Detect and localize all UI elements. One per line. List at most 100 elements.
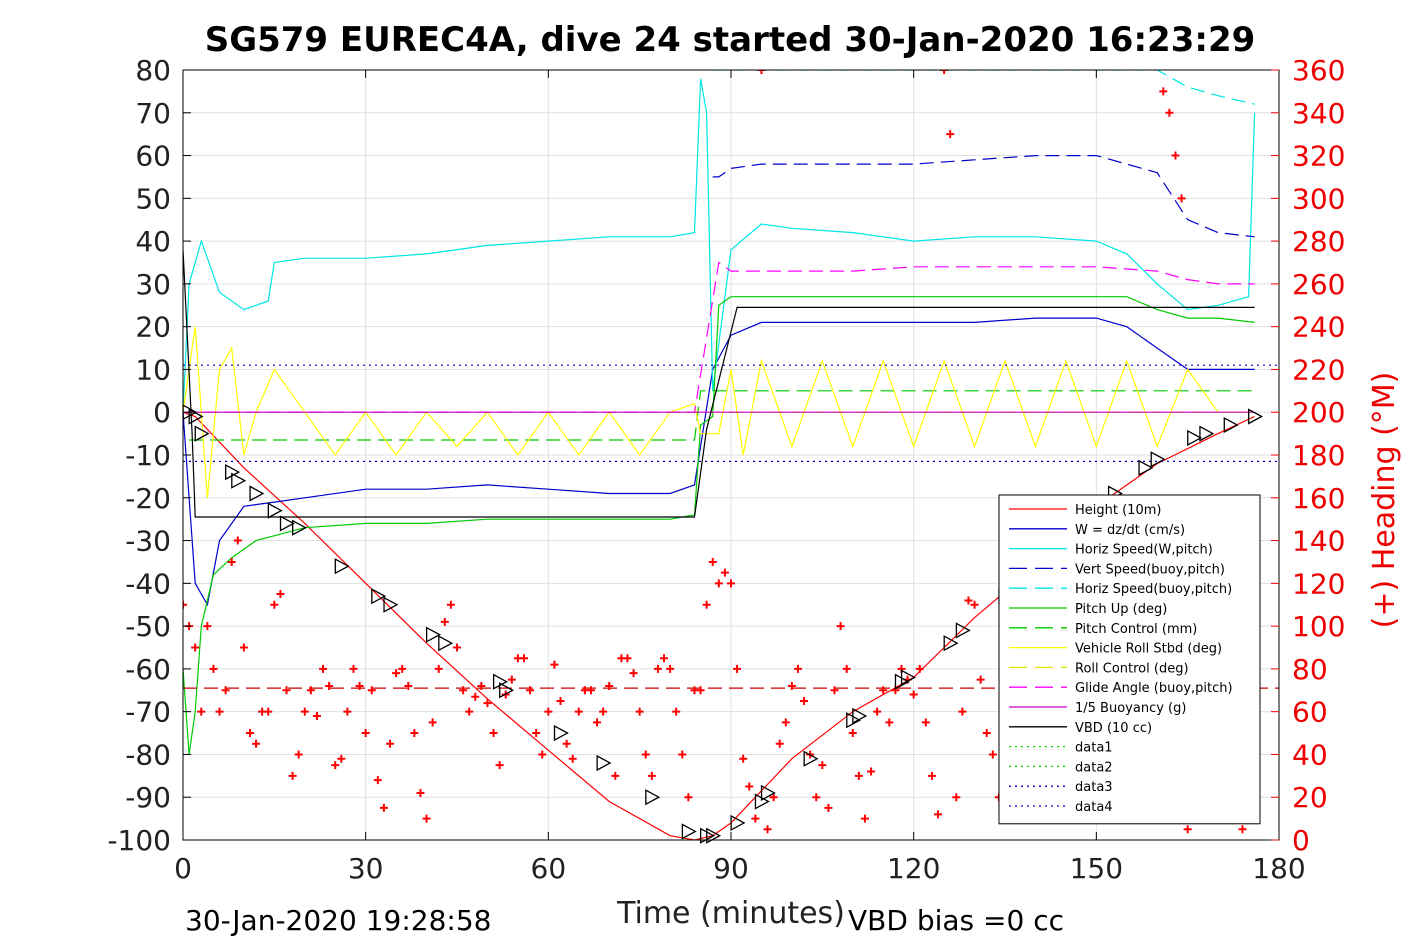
heading-point	[428, 718, 437, 727]
heading-point	[404, 682, 413, 690]
heading-point	[867, 767, 876, 776]
series-line	[183, 249, 1255, 518]
heading-point	[221, 686, 230, 695]
heading-point	[678, 750, 687, 759]
heading-point	[660, 654, 669, 663]
height-marker	[499, 682, 515, 699]
heading-point	[209, 664, 218, 673]
heading-point	[593, 718, 602, 727]
heading-point	[970, 600, 979, 609]
heading-point	[526, 686, 535, 695]
heading-point	[507, 675, 516, 684]
heading-point	[183, 600, 187, 609]
height-marker	[334, 558, 350, 575]
heading-point	[1165, 108, 1174, 117]
height-marker	[194, 425, 210, 442]
height-marker	[1199, 425, 1215, 442]
right-y-tick-label: 360	[1292, 54, 1345, 87]
heading-point	[915, 664, 924, 673]
heading-point	[270, 600, 279, 609]
heading-point	[453, 643, 461, 652]
height-marker	[955, 622, 971, 639]
heading-point	[282, 686, 291, 695]
heading-point	[343, 707, 352, 716]
heading-point	[398, 664, 407, 673]
heading-point	[824, 803, 833, 812]
heading-point	[355, 682, 364, 690]
height-marker	[681, 823, 697, 840]
heading-point	[264, 707, 273, 716]
heading-point	[909, 690, 918, 699]
height-marker	[553, 724, 569, 742]
heading-point	[781, 718, 790, 727]
heading-point	[641, 750, 650, 759]
height-marker	[596, 754, 612, 772]
legend-label: VBD (10 cc)	[1075, 721, 1152, 736]
heading-point	[635, 707, 644, 716]
heading-point	[252, 739, 261, 748]
heading-point	[203, 622, 212, 631]
heading-point	[532, 729, 541, 738]
legend-box	[998, 494, 1261, 825]
right-y-tick-label: 40	[1292, 738, 1328, 771]
heading-point	[568, 754, 577, 763]
x-tick-label: 60	[531, 852, 567, 885]
y-tick-label: -10	[125, 439, 171, 472]
heading-point	[745, 782, 754, 791]
series-line	[712, 70, 1255, 105]
heading-point	[812, 793, 821, 802]
y-tick-label: 70	[135, 97, 171, 130]
heading-point	[672, 707, 681, 716]
heading-point	[465, 707, 474, 716]
legend-label: data3	[1075, 780, 1113, 795]
heading-point	[337, 754, 346, 763]
heading-point	[702, 600, 711, 609]
timestamp-footer: 30-Jan-2020 19:28:58	[185, 904, 491, 937]
right-y-tick-label: 140	[1292, 525, 1345, 558]
height-marker	[438, 635, 454, 652]
right-y-tick-label: 100	[1292, 610, 1345, 643]
y-tick-label: 10	[135, 353, 171, 386]
right-y-tick-label: 320	[1292, 140, 1345, 173]
heading-point	[842, 664, 851, 673]
y-tick-label: -60	[125, 653, 171, 686]
y-tick-label: -40	[125, 567, 171, 600]
heading-point	[879, 686, 888, 695]
heading-point	[477, 682, 486, 690]
heading-point	[312, 711, 321, 720]
y-tick-label: 60	[135, 140, 171, 173]
x-tick-label: 90	[713, 852, 749, 885]
legend-label: Height (10m)	[1075, 503, 1161, 518]
heading-point	[727, 579, 735, 588]
chart-title: SG579 EUREC4A, dive 24 started 30-Jan-20…	[205, 20, 1256, 60]
heading-point	[379, 803, 388, 812]
height-marker-layer	[182, 404, 1264, 844]
y-tick-label: 0	[153, 396, 171, 429]
heading-point	[854, 771, 863, 780]
right-y-tick-label: 280	[1292, 225, 1345, 258]
x-axis-label: Time (minutes)	[616, 896, 845, 931]
heading-point	[197, 707, 206, 716]
height-marker	[231, 472, 247, 489]
right-y-tick-label: 260	[1292, 268, 1345, 301]
heading-point	[550, 660, 559, 669]
height-marker	[852, 707, 868, 725]
height-marker	[730, 814, 746, 831]
ticks: 0 30 60 90 120 150 18080706050403020100-10-20-…	[107, 54, 1345, 885]
heading-point	[483, 699, 492, 708]
height-marker	[943, 635, 959, 652]
heading-point	[696, 686, 705, 695]
series-layer	[183, 70, 1279, 840]
x-tick-label: 30	[348, 852, 384, 885]
heading-point	[793, 664, 802, 673]
height-marker	[1223, 416, 1239, 434]
heading-point	[885, 718, 894, 727]
heading-point	[349, 664, 358, 673]
y-tick-label: -90	[125, 781, 171, 814]
legend-label: Horiz Speed(W,pitch)	[1075, 543, 1213, 558]
right-y-tick-label: 80	[1292, 653, 1328, 686]
heading-point	[739, 754, 748, 763]
height-marker	[1187, 429, 1203, 446]
legend-label: Vert Speed(buoy,pitch)	[1075, 562, 1225, 577]
right-y-tick-label: 220	[1292, 353, 1345, 386]
